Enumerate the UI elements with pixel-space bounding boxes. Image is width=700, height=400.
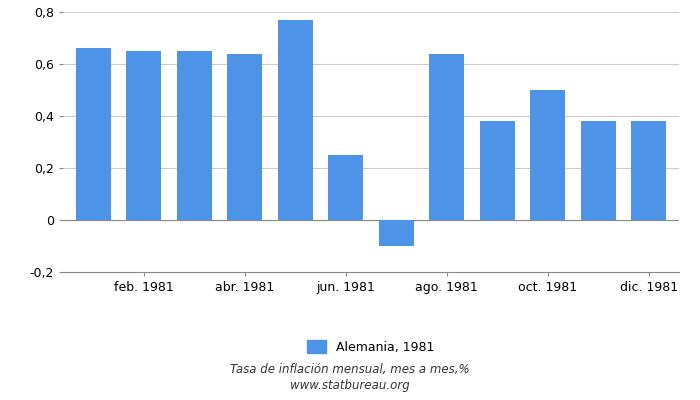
Bar [278, 20, 313, 220]
Legend: Alemania, 1981: Alemania, 1981 [302, 336, 440, 359]
Bar [580, 121, 616, 220]
Bar [328, 155, 363, 220]
Text: Tasa de inflación mensual, mes a mes,%: Tasa de inflación mensual, mes a mes,% [230, 364, 470, 376]
Bar [631, 121, 666, 220]
Bar [227, 54, 262, 220]
Bar [429, 54, 464, 220]
Text: www.statbureau.org: www.statbureau.org [290, 380, 410, 392]
Bar [76, 48, 111, 220]
Bar [379, 220, 414, 246]
Bar [126, 51, 162, 220]
Bar [176, 51, 212, 220]
Bar [480, 121, 515, 220]
Bar [530, 90, 566, 220]
